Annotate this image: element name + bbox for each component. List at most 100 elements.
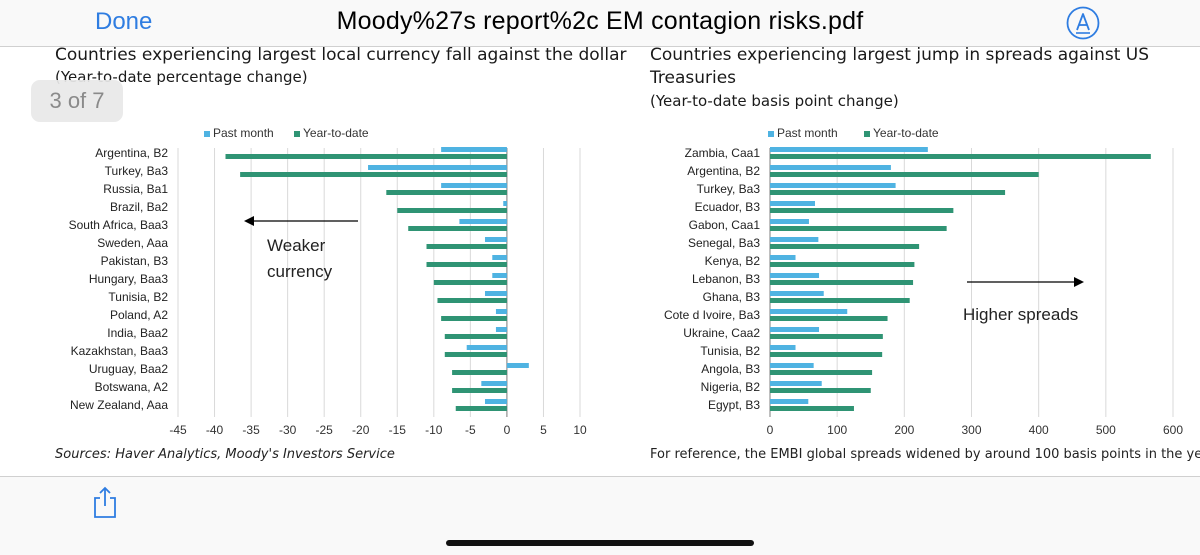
left-arrowhead	[244, 216, 254, 226]
category-label: Tunisia, B2	[700, 344, 760, 358]
annotation-currency: currency	[267, 262, 333, 281]
bar-year-to-date	[770, 226, 947, 231]
legend-swatch	[204, 131, 210, 137]
legend-label: Year-to-date	[873, 126, 939, 140]
right-chart-subtitle: (Year-to-date basis point change)	[650, 92, 899, 110]
navigation-bar: Done Moody%27s report%2c EM contagion ri…	[0, 0, 1200, 47]
x-tick-label: 400	[1029, 423, 1049, 437]
bar-year-to-date	[770, 262, 915, 267]
category-label: Gabon, Caa1	[689, 218, 761, 232]
bar-year-to-date	[770, 370, 873, 375]
bar-year-to-date	[386, 190, 507, 195]
category-label: Angola, B3	[701, 362, 760, 376]
legend-swatch	[768, 131, 774, 137]
bar-past-month	[492, 273, 507, 278]
bar-past-month	[770, 237, 819, 242]
bar-past-month	[770, 147, 928, 152]
bar-year-to-date	[452, 388, 507, 393]
bar-past-month	[770, 345, 796, 350]
bar-year-to-date	[770, 406, 854, 411]
bar-past-month	[770, 183, 896, 188]
category-label: Turkey, Ba3	[697, 182, 761, 196]
left-source-note: Sources: Haver Analytics, Moody's Invest…	[55, 447, 395, 462]
bar-year-to-date	[426, 262, 507, 267]
bar-year-to-date	[770, 280, 914, 285]
bar-year-to-date	[452, 370, 507, 375]
category-label: New Zealand, Aaa	[70, 398, 168, 412]
category-label: Argentina, B2	[95, 146, 168, 160]
category-label: Uruguay, Baa2	[89, 362, 168, 376]
x-tick-label: -40	[206, 423, 224, 437]
bar-past-month	[466, 345, 507, 350]
category-label: Pakistan, B3	[101, 254, 169, 268]
x-tick-label: -25	[316, 423, 334, 437]
share-icon[interactable]	[92, 485, 118, 519]
category-label: Argentina, B2	[687, 164, 760, 178]
higher-spreads-annotation: Higher spreads	[963, 277, 1084, 324]
category-label: Kenya, B2	[705, 254, 761, 268]
category-label: Turkey, Ba3	[105, 164, 169, 178]
bar-year-to-date	[770, 154, 1151, 159]
x-tick-label: 300	[961, 423, 981, 437]
bar-year-to-date	[770, 334, 883, 339]
markup-pen-icon[interactable]	[1066, 6, 1100, 40]
page-indicator: 3 of 7	[31, 80, 123, 122]
bar-year-to-date	[408, 226, 507, 231]
legend-label: Past month	[777, 126, 838, 140]
category-label: Hungary, Baa3	[89, 272, 168, 286]
bar-past-month	[492, 255, 507, 260]
x-tick-label: 0	[504, 423, 511, 437]
bar-past-month	[368, 165, 507, 170]
category-label: Brazil, Ba2	[110, 200, 168, 214]
left-bar-chart: -45 -40 -35 -30 -25 -20 -15 -10 -5 0 5 10 Past month…	[69, 126, 587, 437]
bar-year-to-date	[225, 154, 507, 159]
bar-past-month	[770, 165, 891, 170]
bar-past-month	[495, 327, 507, 332]
bar-past-month	[770, 273, 820, 278]
bar-year-to-date	[770, 190, 1006, 195]
category-label: Botswana, A2	[95, 380, 169, 394]
annotation-higher-spreads: Higher spreads	[963, 305, 1078, 324]
x-tick-label: -45	[169, 423, 187, 437]
legend-swatch	[294, 131, 300, 137]
bar-past-month	[484, 291, 507, 296]
bar-past-month	[506, 363, 529, 368]
category-label: Zambia, Caa1	[685, 146, 761, 160]
bar-past-month	[441, 183, 507, 188]
category-label: Tunisia, B2	[108, 290, 168, 304]
bar-past-month	[503, 201, 507, 206]
bar-year-to-date	[770, 208, 954, 213]
legend-swatch	[864, 131, 870, 137]
bar-year-to-date	[770, 316, 888, 321]
category-label: Ecuador, B3	[695, 200, 761, 214]
bar-year-to-date	[444, 352, 507, 357]
bar-past-month	[770, 201, 816, 206]
bar-year-to-date	[770, 172, 1039, 177]
legend-label: Past month	[213, 126, 274, 140]
bar-past-month	[770, 291, 824, 296]
charts-canvas: -45 -40 -35 -30 -25 -20 -15 -10 -5 0 5 10 Past month…	[69, 126, 1184, 437]
document-title: Moody%27s report%2c EM contagion risks.p…	[336, 7, 864, 35]
category-label: Russia, Ba1	[103, 182, 168, 196]
bar-year-to-date	[437, 298, 507, 303]
bar-past-month	[770, 399, 809, 404]
bar-year-to-date	[770, 244, 920, 249]
legend-label: Year-to-date	[303, 126, 369, 140]
weaker-currency-annotation: Weaker currency	[244, 216, 358, 281]
bar-past-month	[770, 381, 822, 386]
bar-year-to-date	[444, 334, 507, 339]
category-label: Kazakhstan, Baa3	[71, 344, 169, 358]
bar-year-to-date	[770, 352, 883, 357]
right-chart-title-line2: Treasuries	[650, 68, 737, 88]
x-tick-label: 600	[1163, 423, 1183, 437]
done-button[interactable]: Done	[95, 8, 153, 35]
x-tick-label: 10	[573, 423, 587, 437]
x-tick-label: -30	[279, 423, 297, 437]
category-label: India, Baa2	[107, 326, 168, 340]
category-label: Ghana, B3	[703, 290, 761, 304]
bar-past-month	[484, 399, 507, 404]
category-label: Cote d Ivoire, Ba3	[664, 308, 760, 322]
x-tick-label: -5	[465, 423, 476, 437]
bar-year-to-date	[770, 388, 871, 393]
annotation-weaker: Weaker	[267, 236, 326, 255]
